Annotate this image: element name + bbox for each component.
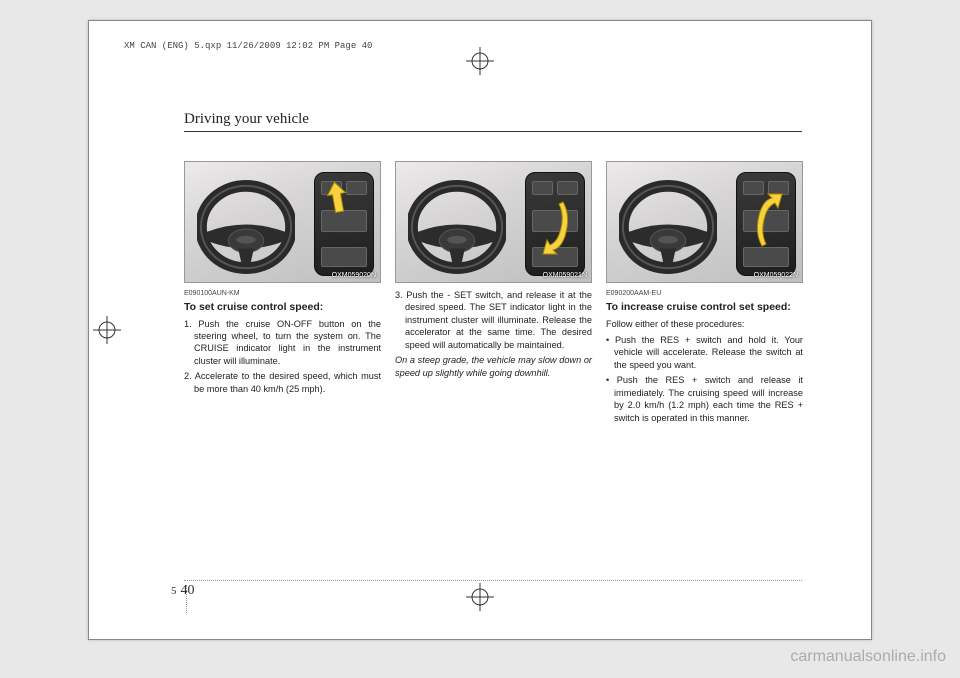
bullet-item: • Push the RES + switch and release it i… (606, 374, 803, 424)
figure-1: OXM059020N (184, 161, 381, 283)
list-item: 1. Push the cruise ON-OFF button on the … (184, 318, 381, 368)
steering-wheel-icon (197, 178, 295, 276)
column-1: OXM059020N E090100AUN-KM To set cruise c… (184, 161, 381, 427)
crop-mark-top (466, 47, 494, 75)
print-header: XM CAN (ENG) 5.qxp 11/26/2009 12:02 PM P… (124, 41, 372, 51)
heading-set-speed: To set cruise control speed: (184, 300, 381, 314)
footer-rule (184, 580, 802, 581)
watermark: carmanualsonline.info (790, 648, 946, 666)
figure-3: OXM059022N (606, 161, 803, 283)
figure-id: OXM059022N (754, 271, 798, 280)
page-number: 5 40 (171, 583, 195, 599)
section-title: Driving your vehicle (184, 111, 309, 128)
column-3: OXM059022N E090200AAM-EU To increase cru… (606, 161, 803, 427)
figure-id: OXM059020N (332, 271, 376, 280)
crop-mark-left (93, 316, 121, 344)
manual-page: XM CAN (ENG) 5.qxp 11/26/2009 12:02 PM P… (88, 20, 872, 640)
yellow-curve-up-icon (750, 192, 784, 252)
figure-2: OXM059021N (395, 161, 592, 283)
list-item: 3. Push the - SET switch, and release it… (395, 289, 592, 351)
note-text: On a steep grade, the vehicle may slow d… (395, 354, 592, 379)
doc-code: E090200AAM-EU (606, 289, 803, 298)
heading-increase-speed: To increase cruise control set speed: (606, 300, 803, 314)
doc-code: E090100AUN-KM (184, 289, 381, 298)
content-columns: OXM059020N E090100AUN-KM To set cruise c… (184, 161, 802, 427)
figure-id: OXM059021N (543, 271, 587, 280)
chapter-number: 5 (171, 585, 177, 597)
title-rule (184, 131, 802, 132)
intro-text: Follow either of these procedures: (606, 318, 803, 330)
page-number-value: 40 (181, 583, 195, 599)
yellow-curve-down-icon (541, 196, 575, 256)
bullet-item: • Push the RES + switch and hold it. You… (606, 334, 803, 371)
steering-wheel-icon (619, 178, 717, 276)
steering-wheel-icon (408, 178, 506, 276)
column-2: OXM059021N 3. Push the - SET switch, and… (395, 161, 592, 427)
crop-mark-bottom (466, 583, 494, 611)
list-item: 2. Accelerate to the desired speed, whic… (184, 370, 381, 395)
